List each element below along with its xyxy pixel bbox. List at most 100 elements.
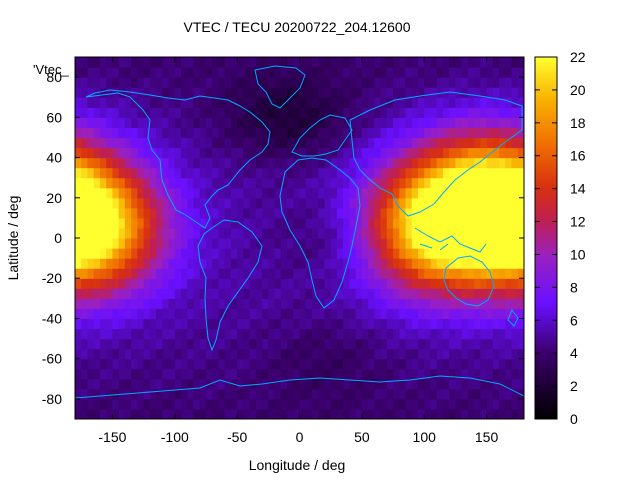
heatmap-cell: [124, 238, 132, 249]
heatmap-cell: [224, 107, 232, 118]
heatmap-cell: [343, 318, 350, 330]
colorbar-tick-label: 2: [570, 378, 578, 394]
heatmap-cell: [492, 248, 500, 259]
heatmap-cell: [287, 398, 294, 410]
heatmap-cell: [212, 197, 220, 209]
heatmap-cell: [205, 258, 213, 269]
heatmap-cell: [511, 298, 519, 309]
heatmap-cell: [137, 197, 145, 209]
heatmap-cell: [81, 388, 89, 400]
heatmap-cell: [399, 207, 407, 219]
heatmap-cell: [411, 227, 419, 239]
heatmap-cell: [212, 328, 220, 340]
heatmap-cell: [480, 378, 488, 390]
heatmap-cell: [193, 127, 201, 139]
heatmap-cell: [361, 147, 369, 159]
heatmap-cell: [474, 288, 481, 299]
heatmap-cell: [255, 328, 263, 340]
heatmap-cell: [212, 358, 220, 370]
heatmap-cell: [112, 117, 120, 128]
heatmap-cell: [467, 398, 475, 410]
heatmap-cell: [199, 137, 207, 149]
heatmap-cell: [374, 358, 382, 370]
heatmap-cell: [355, 398, 363, 410]
heatmap-cell: [93, 248, 101, 259]
heatmap-cell: [311, 338, 319, 350]
heatmap-cell: [461, 177, 469, 189]
heatmap-cell: [93, 268, 101, 279]
heatmap-cell: [399, 328, 407, 340]
heatmap-cell: [174, 177, 182, 189]
heatmap-cell: [393, 348, 400, 360]
heatmap-cell: [455, 107, 463, 118]
heatmap-cell: [268, 238, 276, 249]
heatmap-cell: [380, 87, 388, 98]
heatmap-cell: [212, 107, 220, 118]
heatmap-cell: [411, 127, 419, 139]
heatmap-cell: [442, 187, 450, 199]
heatmap-cell: [268, 308, 276, 320]
heatmap-cell: [118, 107, 126, 118]
heatmap-cell: [255, 268, 263, 279]
heatmap-cell: [318, 338, 326, 350]
heatmap-cell: [430, 137, 438, 149]
heatmap-cell: [511, 97, 519, 108]
heatmap-cell: [143, 137, 151, 149]
heatmap-cell: [168, 308, 176, 320]
heatmap-cell: [386, 278, 394, 289]
heatmap-cell: [318, 358, 326, 370]
heatmap-cell: [336, 117, 344, 128]
heatmap-cell: [118, 298, 126, 309]
heatmap-cell: [486, 348, 494, 360]
heatmap-cell: [224, 167, 232, 179]
heatmap-cell: [199, 238, 207, 249]
heatmap-cell: [99, 217, 107, 229]
heatmap-cell: [237, 137, 244, 149]
heatmap-cell: [330, 107, 338, 118]
heatmap-cell: [112, 157, 120, 169]
heatmap-cell: [293, 348, 301, 360]
heatmap-cell: [99, 77, 107, 88]
heatmap-cell: [93, 278, 101, 289]
heatmap-cell: [118, 87, 126, 98]
heatmap-cell: [505, 197, 513, 209]
heatmap-cell: [280, 137, 288, 149]
heatmap-cell: [430, 238, 438, 249]
heatmap-cell: [386, 137, 394, 149]
heatmap-cell: [137, 127, 145, 139]
heatmap-cell: [112, 197, 120, 209]
heatmap-cell: [505, 308, 513, 320]
heatmap-cell: [187, 217, 195, 229]
heatmap-cell: [99, 67, 107, 78]
heatmap-cell: [255, 348, 263, 360]
heatmap-cell: [492, 318, 500, 330]
heatmap-cell: [467, 258, 475, 269]
heatmap-cell: [343, 238, 350, 249]
heatmap-cell: [318, 177, 326, 189]
heatmap-cell: [374, 398, 382, 410]
heatmap-cell: [287, 177, 294, 189]
heatmap-cell: [199, 278, 207, 289]
heatmap-cell: [311, 318, 319, 330]
heatmap-cell: [492, 107, 500, 118]
heatmap-cell: [137, 227, 145, 239]
heatmap-cell: [262, 348, 269, 360]
heatmap-cell: [324, 77, 332, 88]
heatmap-cell: [205, 328, 213, 340]
heatmap-cell: [162, 87, 170, 98]
heatmap-cell: [355, 137, 363, 149]
heatmap-cell: [112, 398, 120, 410]
heatmap-cell: [81, 97, 89, 108]
heatmap-cell: [492, 388, 500, 400]
heatmap-cell: [474, 408, 481, 419]
heatmap-cell: [149, 177, 157, 189]
heatmap-cell: [143, 77, 151, 88]
heatmap-cell: [430, 358, 438, 370]
heatmap-cell: [230, 97, 238, 108]
heatmap-cell: [374, 97, 382, 108]
heatmap-cell: [417, 318, 425, 330]
heatmap-cell: [156, 117, 163, 128]
heatmap-cell: [143, 177, 151, 189]
heatmap-cell: [243, 288, 251, 299]
